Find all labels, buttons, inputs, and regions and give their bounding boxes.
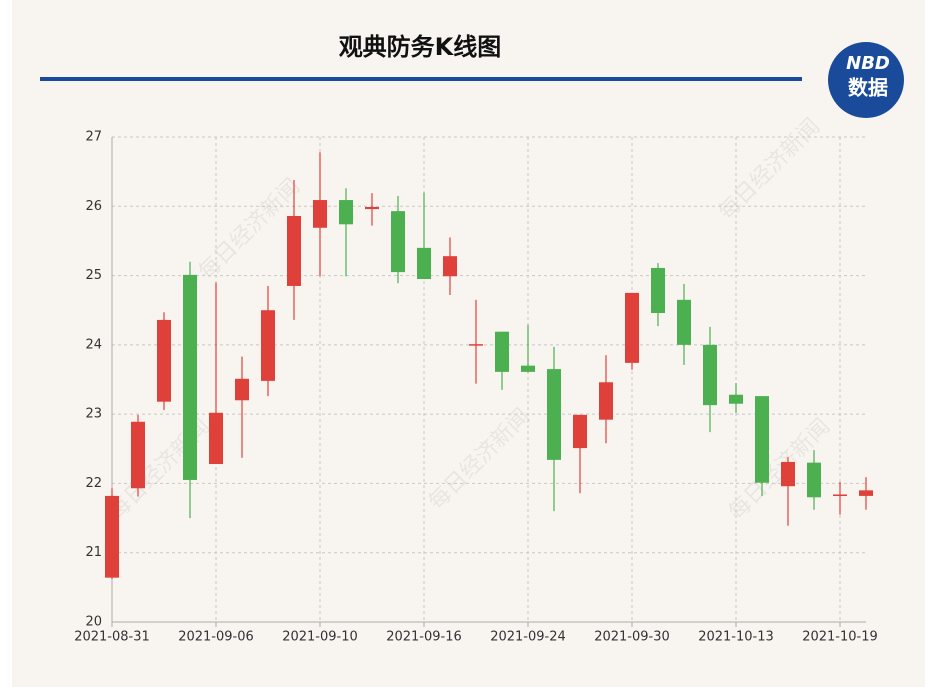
logo-text: 数据: [848, 76, 888, 100]
candle-body: [417, 247, 431, 280]
candle-body: [157, 319, 171, 402]
candle-body: [469, 344, 483, 346]
candle-body: [651, 267, 665, 313]
candle-body: [365, 206, 379, 210]
candle-body: [703, 344, 717, 406]
y-tick-label: 22: [85, 476, 102, 491]
candle-body: [573, 414, 587, 449]
candle-body: [807, 462, 821, 498]
candle-body: [625, 292, 639, 363]
candle-body: [833, 494, 847, 497]
x-tick-label: 2021-08-31: [74, 630, 150, 645]
x-tick-label: 2021-09-30: [594, 630, 670, 645]
candle-body: [859, 490, 873, 496]
candle-body: [313, 200, 327, 228]
candle-body: [287, 215, 301, 286]
x-tick-label: 2021-09-24: [490, 630, 566, 645]
x-tick-label: 2021-09-10: [282, 630, 358, 645]
candle-body: [677, 299, 691, 345]
x-tick-label: 2021-09-16: [386, 630, 462, 645]
candle-body: [261, 310, 275, 381]
x-tick-label: 2021-09-06: [178, 630, 254, 645]
y-tick-label: 26: [85, 199, 102, 214]
logo-text: NBD: [846, 53, 890, 74]
y-tick-label: 27: [85, 130, 102, 145]
candle-body: [729, 394, 743, 404]
candle-body: [105, 495, 119, 578]
candle-body: [183, 274, 197, 480]
candle-body: [755, 396, 769, 483]
y-tick-label: 24: [85, 337, 102, 352]
logo: [828, 42, 904, 118]
panel: [12, 0, 925, 687]
candle-body: [391, 211, 405, 273]
candle-body: [599, 382, 613, 420]
title-rule: [40, 77, 802, 81]
candle-body: [235, 378, 249, 401]
chart-title: 观典防务K线图: [339, 33, 502, 61]
candle-body: [495, 331, 509, 372]
candle-body: [443, 256, 457, 277]
candle-body: [781, 461, 795, 487]
y-tick-label: 21: [85, 545, 102, 560]
x-tick-label: 2021-10-13: [698, 630, 774, 645]
candle-body: [209, 412, 223, 465]
x-tick-label: 2021-10-19: [802, 630, 878, 645]
y-tick-label: 20: [85, 615, 102, 630]
candle-body: [339, 200, 353, 225]
y-tick-label: 23: [85, 407, 102, 422]
candle-body: [131, 421, 145, 489]
candle-body: [547, 369, 561, 460]
y-tick-label: 25: [85, 268, 102, 283]
candle-body: [521, 365, 535, 372]
